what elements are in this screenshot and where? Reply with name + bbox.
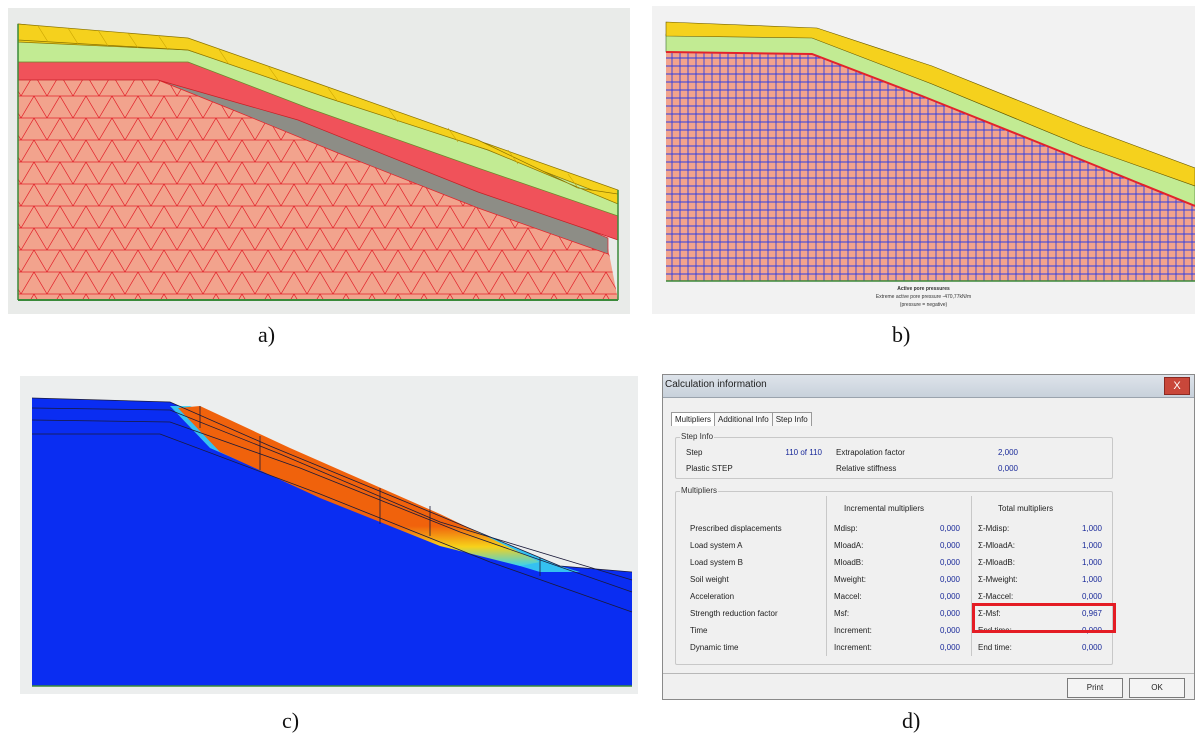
- tot-value: 0,000: [1081, 592, 1102, 601]
- incremental-header: Incremental multipliers: [844, 504, 925, 513]
- inc-value: 0,000: [939, 592, 960, 601]
- inc-value: 0,000: [939, 643, 960, 652]
- tot-label: Σ-MloadA:: [978, 541, 1015, 550]
- row-name: Acceleration: [690, 592, 735, 601]
- multipliers-label: Multipliers: [680, 486, 719, 495]
- step-info-group: Step Info Step 110 of 110 Extrapolation …: [675, 432, 1113, 479]
- mesh-lines-top: [37, 25, 579, 189]
- row-name: Prescribed displacements: [690, 524, 782, 533]
- tot-value: 0,967: [1081, 609, 1102, 618]
- inc-value: 0,000: [939, 626, 960, 635]
- tot-value: 1,000: [1081, 524, 1102, 533]
- tot-label: End time:: [978, 643, 1012, 652]
- plot-note: (pressure = negative): [899, 302, 948, 308]
- stiffness-value: 0,000: [997, 464, 1018, 473]
- pressure-arrows: [666, 46, 1195, 281]
- extrapolation-label: Extrapolation factor: [836, 448, 905, 457]
- inc-value: 0,000: [939, 609, 960, 618]
- row-name: Soil weight: [690, 575, 729, 584]
- tot-label: Σ-Mweight:: [978, 575, 1018, 584]
- tot-label: Σ-Msf:: [978, 609, 1001, 618]
- calculation-info-dialog: Calculation information X Multipliers Add…: [662, 374, 1195, 700]
- inc-label: MloadA:: [834, 541, 864, 550]
- inc-label: MloadB:: [834, 558, 864, 567]
- tot-label: Σ-MloadB:: [978, 558, 1015, 567]
- tab-strip: Multipliers Additional Info Step Info: [671, 409, 812, 426]
- caption-b: b): [892, 322, 911, 347]
- panel-c-shadings: [20, 376, 638, 694]
- row-name: Load system B: [690, 558, 743, 567]
- mesh-canvas: [17, 23, 619, 301]
- row-name: Load system A: [690, 541, 743, 550]
- print-button[interactable]: Print: [1067, 678, 1123, 698]
- button-separator: [663, 673, 1194, 674]
- plastic-step-label: Plastic STEP: [686, 464, 733, 473]
- panel-b-pore-pressures: Active pore pressures Extreme active por…: [652, 6, 1195, 314]
- tot-label: Σ-Maccel:: [978, 592, 1014, 601]
- inc-value: 0,000: [939, 541, 960, 550]
- plot-subtitle: Extreme active pore pressure -470,77kN/m: [875, 294, 972, 300]
- red-interface: [665, 51, 1195, 207]
- inc-value: 0,000: [939, 575, 960, 584]
- row-name: Dynamic time: [690, 643, 739, 652]
- tab-additional-info[interactable]: Additional Info: [714, 412, 773, 426]
- close-button[interactable]: X: [1164, 377, 1190, 395]
- row-name: Strength reduction factor: [690, 609, 778, 618]
- inc-value: 0,000: [939, 524, 960, 533]
- panel-a-mesh: [8, 8, 630, 314]
- row-name: Time: [690, 626, 708, 635]
- caption-d: d): [902, 708, 921, 733]
- extrapolation-value: 2,000: [997, 448, 1018, 457]
- inc-label: Increment:: [834, 626, 872, 635]
- inc-label: Maccel:: [834, 592, 862, 601]
- plot-title: Active pore pressures: [897, 286, 950, 292]
- inc-label: Mdisp:: [834, 524, 858, 533]
- caption-c: c): [282, 708, 300, 733]
- inc-label: Mweight:: [834, 575, 867, 584]
- step-info-label: Step Info: [680, 432, 715, 441]
- dialog-titlebar: Calculation information X: [663, 375, 1194, 398]
- mesh-pattern: [18, 78, 618, 300]
- tot-value: 1,000: [1081, 558, 1102, 567]
- caption-a: a): [258, 322, 276, 347]
- stiffness-label: Relative stiffness: [836, 464, 897, 473]
- tot-value: 1,000: [1081, 575, 1102, 584]
- shear-band: [178, 406, 540, 566]
- layer-boundaries: [31, 397, 633, 613]
- dialog-title: Calculation information: [665, 379, 767, 390]
- pore-pressure-canvas: [665, 21, 1195, 282]
- tab-multipliers[interactable]: Multipliers: [671, 412, 716, 426]
- inc-value: 0,000: [939, 558, 960, 567]
- domain: [32, 398, 632, 686]
- total-header: Total multipliers: [998, 504, 1054, 513]
- msf-highlight-box: [972, 603, 1116, 633]
- soil-yellow-layer: [665, 21, 1195, 187]
- tot-value: 0,000: [1081, 643, 1102, 652]
- step-label: Step: [686, 448, 703, 457]
- column-divider-1: [826, 496, 827, 656]
- column-divider-2: [971, 496, 972, 656]
- multipliers-group: Multipliers Incremental multipliers Tota…: [675, 486, 1116, 665]
- tot-value: 1,000: [1081, 541, 1102, 550]
- tot-label: Σ-Mdisp:: [978, 524, 1010, 533]
- shading-canvas: [31, 397, 633, 687]
- ok-button[interactable]: OK: [1129, 678, 1185, 698]
- inc-label: Increment:: [834, 643, 872, 652]
- step-value: 110 of 110: [785, 448, 822, 457]
- tab-step-info[interactable]: Step Info: [771, 412, 812, 426]
- inc-label: Msf:: [834, 609, 850, 618]
